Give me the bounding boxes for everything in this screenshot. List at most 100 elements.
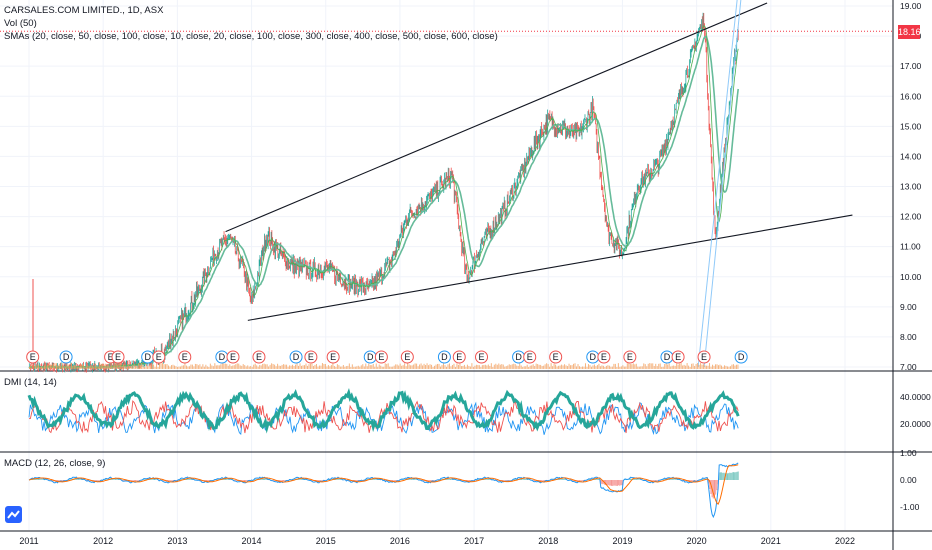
volume-bar [643,363,645,369]
volume-bar [504,366,506,369]
volume-bar [133,364,135,369]
earnings-marker[interactable] [26,350,40,364]
earnings-marker[interactable] [326,350,340,364]
volume-bar [209,363,211,369]
volume-bar [398,365,400,369]
volume-bar [674,365,676,369]
volume-bar [558,365,560,369]
volume-bar [371,365,373,369]
volume-bar [151,363,153,369]
earnings-marker[interactable] [452,350,466,364]
volume-bar [649,363,651,369]
volume-bar [311,363,313,369]
volume-bar [426,363,428,369]
volume-bar [463,364,465,369]
volume-bar [118,363,120,369]
volume-bar [520,365,522,369]
macd-line [28,462,739,519]
volume-bar [729,366,731,369]
volume-bar [378,364,380,369]
volume-bar [91,365,93,369]
price-axis-tick: 11.00 [900,242,921,252]
volume-bar [444,365,446,369]
volume-bar [350,366,352,369]
earnings-marker[interactable] [374,350,388,364]
volume-bar [197,365,199,369]
event-marker-label: E [527,352,533,362]
volume-bar [399,363,401,369]
volume-bar [211,365,213,369]
volume-bar [650,363,652,369]
event-marker-label: D [63,352,70,362]
earnings-marker[interactable] [152,350,166,364]
time-axis-tick: 2022 [835,536,855,546]
earnings-marker[interactable] [523,350,537,364]
earnings-marker[interactable] [111,350,125,364]
projection-line[interactable] [697,0,738,368]
volume-bar [519,363,521,369]
volume-bar [707,365,709,369]
volume-bar [375,363,377,369]
dmi-legend[interactable]: DMI (14, 14) [4,377,57,388]
volume-bar [150,365,152,369]
volume-bar [278,365,280,369]
volume-bar [537,364,539,369]
volume-bar [248,366,250,369]
dividend-marker[interactable] [437,350,451,364]
volume-bar [72,366,74,369]
earnings-marker[interactable] [671,350,685,364]
sma-legend[interactable]: SMAs (20, close, 50, close, 100, close, … [4,31,498,42]
macd-legend[interactable]: MACD (12, 26, close, 9) [4,458,106,469]
event-marker-label: E [108,352,114,362]
volume-bar [475,364,477,369]
volume-bar [671,365,673,369]
volume-bar [437,363,439,369]
earnings-marker[interactable] [178,350,192,364]
volume-bar [626,363,628,369]
volume-bar [312,366,314,369]
dividend-marker[interactable] [734,350,748,364]
volume-bar [93,366,95,369]
dividend-marker[interactable] [289,350,303,364]
volume-bar [351,364,353,369]
volume-bar [692,363,694,369]
volume-bar [262,363,264,369]
projection-line[interactable] [703,0,742,368]
earnings-marker[interactable] [252,350,266,364]
volume-bar [163,364,165,369]
earnings-marker[interactable] [226,350,240,364]
trend-line[interactable] [225,2,768,233]
price-axis-tick: 14.00 [900,151,922,161]
event-marker-label: E [230,352,236,362]
volume-bar [330,365,332,369]
volume-bar [704,365,706,369]
event-marker-label: D [515,352,522,362]
volume-bar [466,364,468,369]
volume-bar [414,363,416,369]
earnings-marker[interactable] [400,350,414,364]
dividend-marker[interactable] [59,350,73,364]
volume-bar [170,365,172,369]
symbol-legend[interactable]: CARSALES.COM LIMITED., 1D, ASX [4,5,164,16]
tradingview-logo-icon[interactable] [5,506,22,523]
volume-bar [317,366,319,369]
earnings-marker[interactable] [549,350,563,364]
earnings-marker[interactable] [304,350,318,364]
event-marker-label: E [479,352,485,362]
volume-bar [737,364,739,369]
volume-bar [336,364,338,369]
volume-bar [257,366,259,369]
volume-legend[interactable]: Vol (50) [4,18,37,29]
earnings-marker[interactable] [597,350,611,364]
volume-bar [117,364,119,369]
earnings-marker[interactable] [697,350,711,364]
earnings-marker[interactable] [475,350,489,364]
volume-bar [333,366,335,369]
volume-bar [97,366,99,369]
earnings-marker[interactable] [623,350,637,364]
volume-bar [507,365,509,369]
volume-bar [239,365,241,369]
trend-line[interactable] [247,214,853,321]
volume-bar [305,363,307,369]
